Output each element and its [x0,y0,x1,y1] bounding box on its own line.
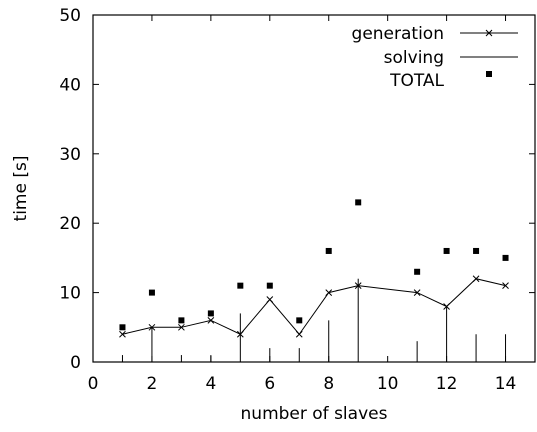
total-point [207,310,214,317]
x-tick-label: 14 [495,374,517,394]
total-point [443,247,450,254]
x-tick-label: 4 [205,374,216,394]
legend-marker-generation [485,29,493,37]
generation-point [354,282,362,290]
generation-point [266,296,274,303]
y-tick-label: 50 [59,6,81,26]
x-tick-label: 0 [88,374,99,394]
total-point [355,199,362,206]
x-tick-label: 8 [323,374,334,394]
y-tick-label: 20 [59,214,81,234]
legend: generation solving TOTAL [352,24,518,91]
total-point [178,317,185,324]
total-point [473,247,480,254]
legend-sample-total [486,71,492,77]
x-tick-label: 6 [264,374,275,394]
plot-border [92,14,536,363]
legend-label: generation [352,24,444,44]
total-point [296,317,303,324]
y-tick-label: 30 [59,145,81,165]
series-layer [119,199,509,362]
x-tick-label: 10 [377,374,399,394]
generation-point [325,289,333,296]
total-point [237,282,244,289]
total-point [266,282,273,289]
y-tick-label: 0 [70,353,81,373]
legend-label: TOTAL [389,71,444,91]
generation-point [443,303,450,310]
total-point [502,254,509,261]
total-point [119,324,126,331]
x-axis-label: number of slaves [241,404,388,424]
generation-point [472,275,480,283]
generation-point [207,317,215,324]
y-tick-label: 10 [59,284,81,304]
generation-point [119,330,126,338]
generation-point [413,289,421,296]
x-tick-label: 2 [147,374,158,394]
legend-label: solving [384,48,444,68]
y-tick-label: 40 [59,75,81,95]
generation-point [148,323,156,331]
generation-point [295,330,303,338]
generation-point [236,330,244,338]
generation-point [502,282,509,290]
x-tick-label: 12 [436,374,458,394]
total-point [148,289,155,296]
plot-frame [92,14,536,363]
axis-ticks: 0 2 4 6 8 10 12 14 0 10 20 30 40 50 [59,6,535,394]
total-point [414,268,421,275]
y-axis-label: time [s] [11,156,31,222]
generation-point [178,323,185,331]
total-point [325,247,332,254]
